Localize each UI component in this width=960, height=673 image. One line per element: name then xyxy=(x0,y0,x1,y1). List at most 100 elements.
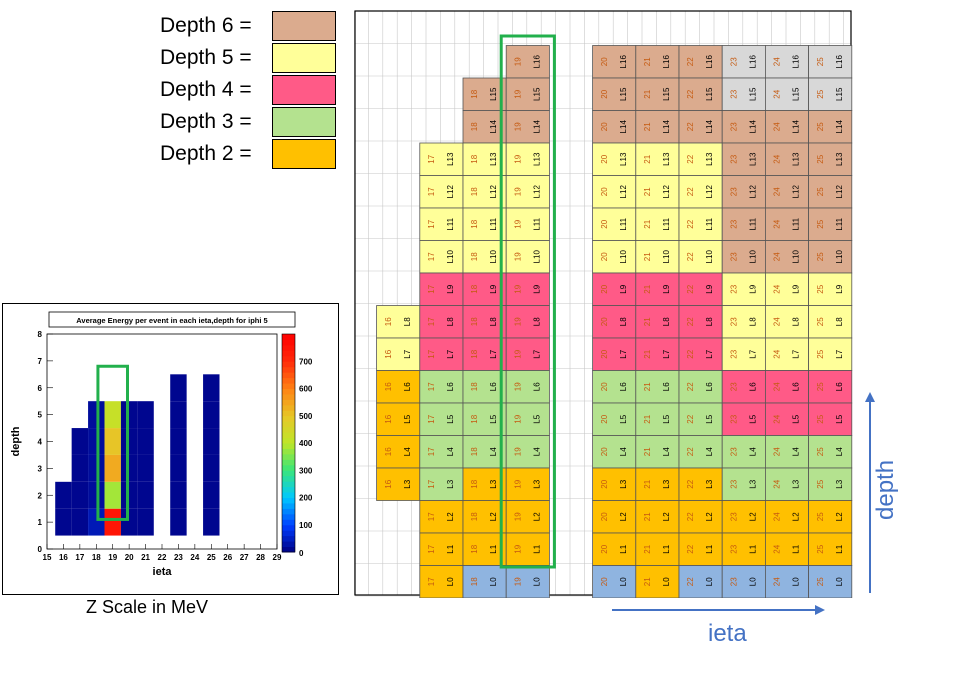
layer-cell-fill xyxy=(505,207,550,241)
cell-layer-label: L12 xyxy=(489,185,498,199)
layer-cell: 16 L3 xyxy=(376,467,421,501)
cell-ieta-label: 21 xyxy=(643,349,652,358)
cell-ieta-label: 25 xyxy=(816,284,825,293)
heatmap-cell xyxy=(55,508,72,536)
cell-ieta-label: 20 xyxy=(600,349,609,358)
heatmap-cell xyxy=(104,508,121,536)
layer-cell-fill xyxy=(808,337,853,371)
layer-cell: 25 L4 xyxy=(808,435,853,469)
cell-layer-label: L10 xyxy=(489,250,498,264)
cell-layer-label: L4 xyxy=(748,447,757,456)
layer-cell: 22 L10 xyxy=(678,240,723,274)
layer-cell-fill xyxy=(592,110,637,144)
layer-cell: 18 L12 xyxy=(462,175,507,209)
cell-layer-label: L2 xyxy=(792,512,801,521)
layer-cell: 21 L15 xyxy=(635,77,680,111)
cell-layer-label: L11 xyxy=(619,217,628,230)
layer-cell-fill xyxy=(419,175,464,209)
layer-cell: 18 L8 xyxy=(462,305,507,339)
cell-ieta-label: 22 xyxy=(686,414,695,423)
cell-ieta-label: 17 xyxy=(427,447,436,456)
cell-ieta-label: 18 xyxy=(470,512,479,521)
cell-ieta-label: 23 xyxy=(729,544,738,553)
layer-cell-fill xyxy=(721,240,766,274)
heatmap-cell xyxy=(137,481,154,509)
layer-cell-fill xyxy=(419,370,464,404)
x-tick-label: 21 xyxy=(141,553,150,562)
cell-layer-label: L1 xyxy=(792,544,801,553)
layer-cell: 23 L8 xyxy=(721,305,766,339)
x-tick-label: 23 xyxy=(174,553,183,562)
layer-cell-fill xyxy=(764,467,809,501)
cell-ieta-label: 23 xyxy=(729,382,738,391)
cell-layer-label: L1 xyxy=(619,544,628,553)
y-tick-label: 6 xyxy=(38,384,43,393)
layer-cell: 18 L3 xyxy=(462,467,507,501)
cell-layer-label: L0 xyxy=(705,577,714,586)
layer-cell-fill xyxy=(505,240,550,274)
cell-layer-label: L6 xyxy=(403,382,412,391)
x-tick-label: 24 xyxy=(190,553,199,562)
cell-ieta-label: 16 xyxy=(384,447,393,456)
layer-cell-fill xyxy=(721,207,766,241)
layer-cell: 16 L8 xyxy=(376,305,421,339)
grid-highlight-box xyxy=(499,34,556,569)
cell-ieta-label: 17 xyxy=(427,219,436,228)
cell-layer-label: L2 xyxy=(705,512,714,521)
colorbar-segment xyxy=(282,421,295,428)
layer-cell-fill xyxy=(721,175,766,209)
cell-layer-label: L4 xyxy=(446,447,455,456)
cell-ieta-label: 21 xyxy=(643,252,652,261)
layer-cell: 22 L6 xyxy=(678,370,723,404)
cell-ieta-label: 20 xyxy=(600,382,609,391)
layer-cell-fill xyxy=(808,45,853,79)
depth-axis-label: depth xyxy=(872,459,899,520)
layer-cell: 20 L5 xyxy=(592,402,637,436)
layer-cell: 19 L13 xyxy=(505,142,550,176)
cell-layer-label: L9 xyxy=(489,284,498,293)
cell-ieta-label: 17 xyxy=(427,187,436,196)
layer-cell: 24 L14 xyxy=(764,110,809,144)
colorbar-segment xyxy=(282,453,295,460)
cell-layer-label: L8 xyxy=(748,317,757,326)
cell-layer-label: L9 xyxy=(835,284,844,293)
colorbar-segment xyxy=(282,546,295,553)
cell-layer-label: L13 xyxy=(792,152,801,166)
colorbar-segment xyxy=(282,492,295,498)
layer-cell-fill xyxy=(808,370,853,404)
legend-item-depth2: Depth 2 = xyxy=(160,138,336,170)
cell-ieta-label: 25 xyxy=(816,512,825,521)
layer-cell-fill xyxy=(419,467,464,501)
cell-ieta-label: 24 xyxy=(773,89,782,98)
layer-cell: 21 L14 xyxy=(635,110,680,144)
y-tick-label: 4 xyxy=(38,438,43,447)
layer-cell: 24 L8 xyxy=(764,305,809,339)
cell-layer-label: L7 xyxy=(619,349,628,358)
cell-ieta-label: 17 xyxy=(427,414,436,423)
layer-cell: 17 L7 xyxy=(419,337,464,371)
layer-cell: 17 L3 xyxy=(419,467,464,501)
cell-layer-label: L6 xyxy=(705,382,714,391)
colorbar-segment xyxy=(282,448,295,455)
cell-ieta-label: 24 xyxy=(773,479,782,488)
x-tick-label: 17 xyxy=(75,553,84,562)
layer-cell-fill xyxy=(462,305,507,339)
layer-cell-fill xyxy=(505,77,550,111)
cell-layer-label: L13 xyxy=(705,152,714,166)
cell-ieta-label: 22 xyxy=(686,512,695,521)
layer-cell: 25 L3 xyxy=(808,467,853,501)
layer-cell: 23 L3 xyxy=(721,467,766,501)
layer-cell-fill xyxy=(419,565,464,598)
layer-cell-fill xyxy=(808,142,853,176)
layer-cell-fill xyxy=(462,565,507,598)
layer-cell-fill xyxy=(678,500,723,534)
colorbar-segment xyxy=(282,415,295,422)
legend-label: Depth 5 = xyxy=(160,46,252,69)
cell-ieta-label: 21 xyxy=(643,317,652,326)
layer-cell-fill xyxy=(462,207,507,241)
cell-ieta-label: 21 xyxy=(643,447,652,456)
cell-ieta-label: 25 xyxy=(816,122,825,131)
colorbar-segment xyxy=(282,497,295,504)
heatmap-cell xyxy=(137,454,154,482)
layer-cell: 22 L5 xyxy=(678,402,723,436)
